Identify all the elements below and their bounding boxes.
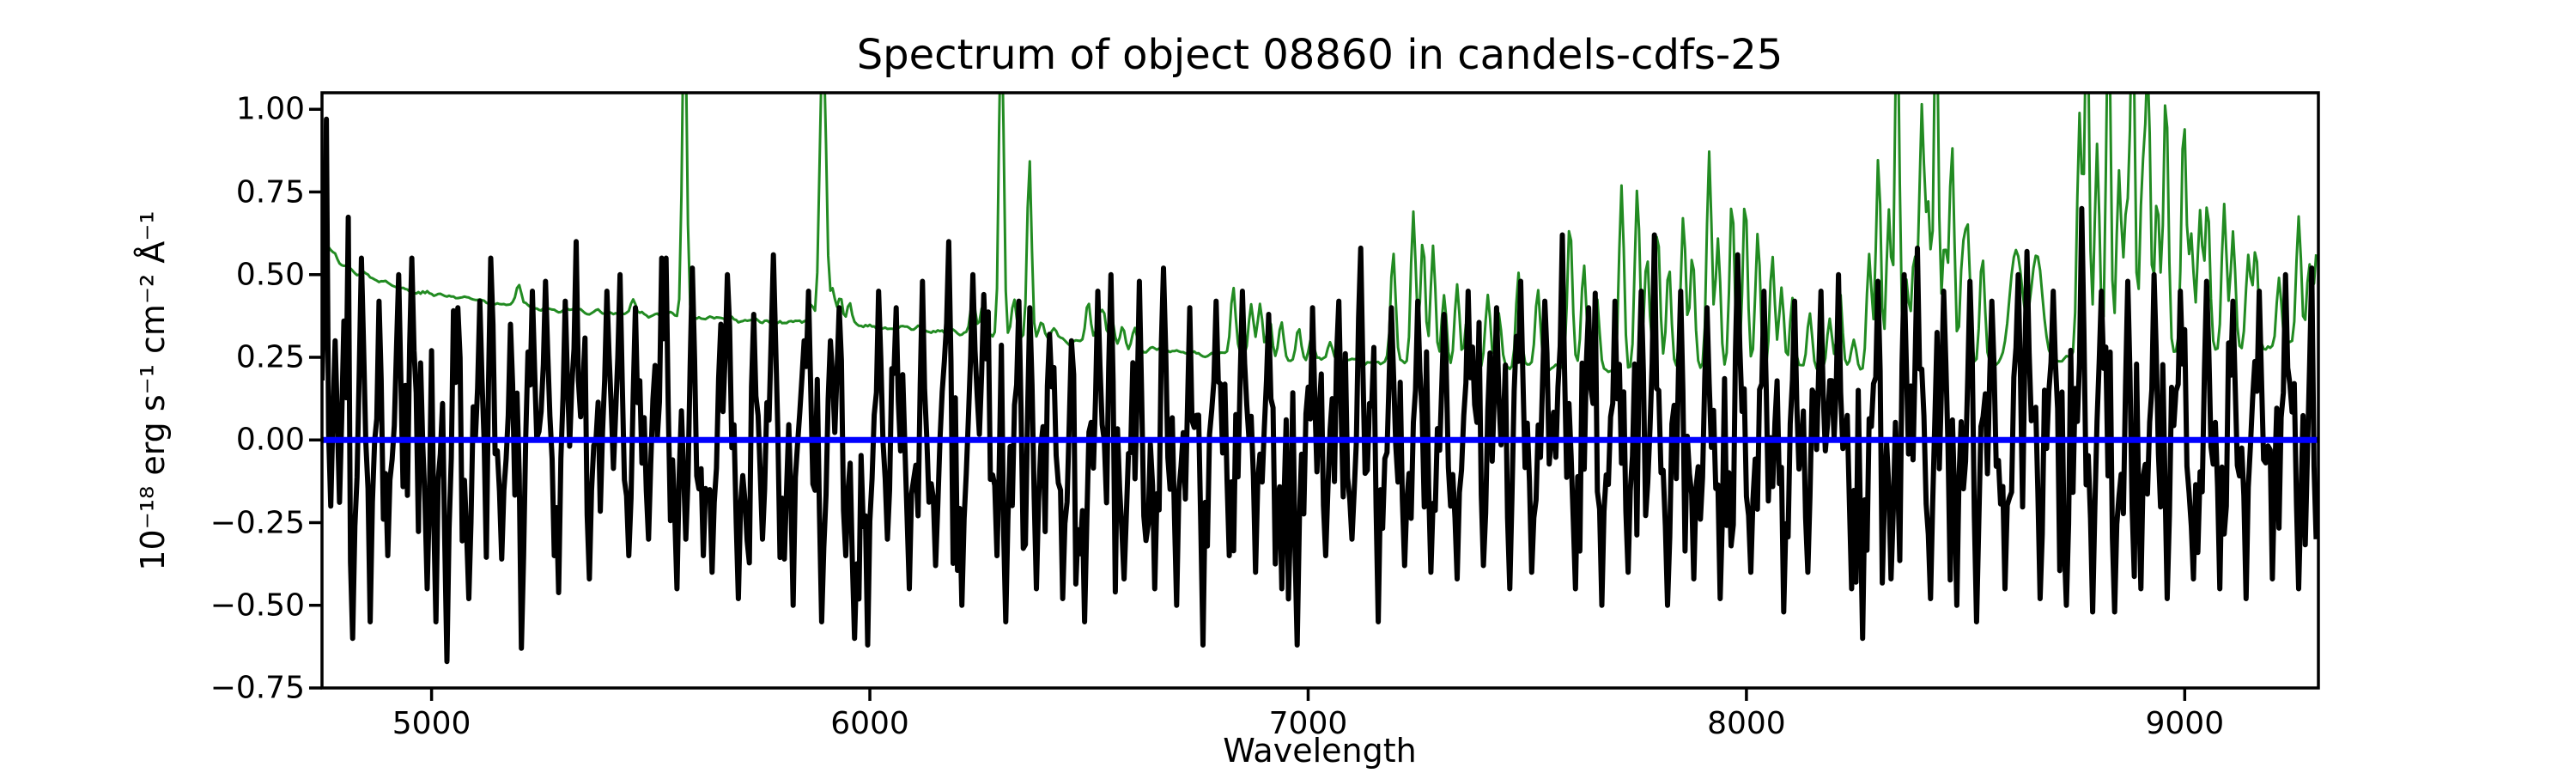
y-tick-label: 0.75 bbox=[235, 174, 305, 210]
sky-noise-spectrum-line bbox=[322, 93, 2318, 374]
y-tick-label: −0.25 bbox=[210, 505, 305, 540]
y-tick-label: 1.00 bbox=[235, 91, 305, 127]
x-tick-label: 7000 bbox=[1268, 706, 1348, 741]
axes-box bbox=[320, 91, 2320, 690]
x-axis-label: Wavelength bbox=[1223, 732, 1417, 770]
y-tick-label: 0.25 bbox=[235, 339, 305, 375]
object-flux-spectrum-line bbox=[322, 116, 2318, 665]
y-tick-label: −0.75 bbox=[210, 670, 305, 706]
x-tick-label: 6000 bbox=[830, 706, 909, 741]
y-tick-label: 0.00 bbox=[235, 422, 305, 458]
y-tick-label: −0.50 bbox=[210, 587, 305, 624]
x-tick-label: 5000 bbox=[392, 706, 471, 741]
plot-title: Spectrum of object 08860 in candels-cdfs… bbox=[856, 31, 1783, 79]
x-tick-label: 8000 bbox=[1707, 706, 1786, 741]
y-tick-label: 0.50 bbox=[235, 257, 305, 293]
x-tick-label: 9000 bbox=[2145, 706, 2225, 741]
